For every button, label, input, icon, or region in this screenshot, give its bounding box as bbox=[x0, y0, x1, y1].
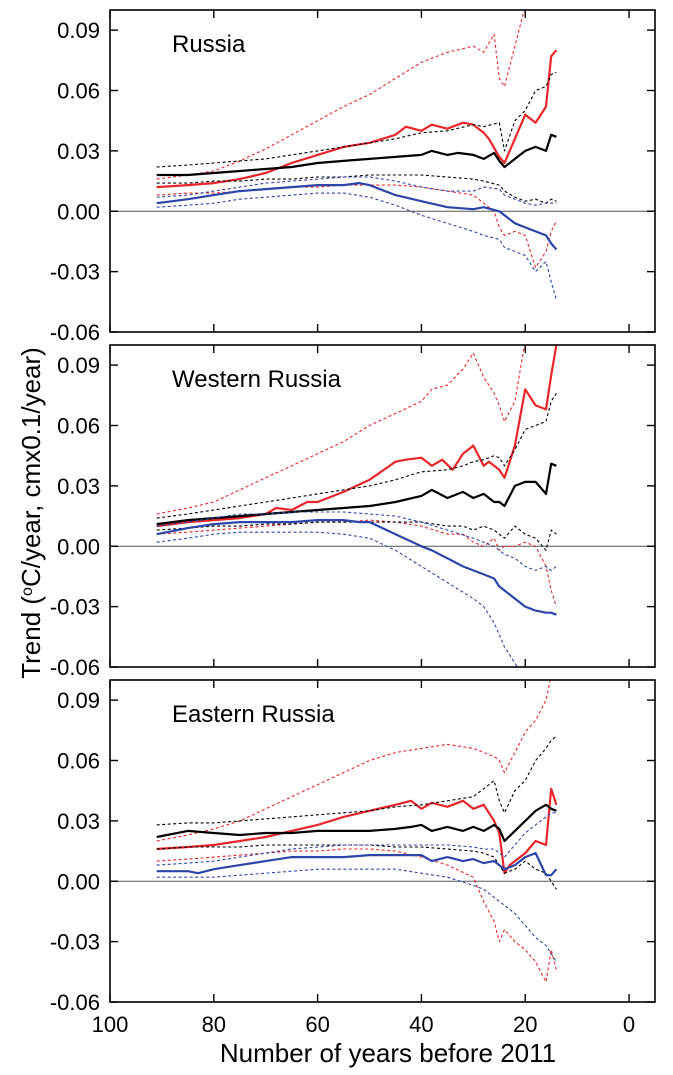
series-line-6-dashed bbox=[156, 844, 557, 890]
series-group bbox=[156, 345, 558, 667]
plot-frame bbox=[109, 9, 656, 333]
series-line-2-dashed bbox=[156, 680, 551, 842]
series-line-1-solid bbox=[156, 345, 558, 528]
panel-title: Eastern Russia bbox=[172, 701, 335, 728]
series-line-9-dashed bbox=[156, 531, 519, 667]
y-axis-title-suffix: C/year, cmx0.1/year) bbox=[16, 347, 46, 587]
series-line-4-solid bbox=[156, 803, 557, 843]
series-line-9-dashed bbox=[156, 192, 557, 300]
y-tick-label: -0.06 bbox=[50, 320, 100, 345]
x-tick-label: 60 bbox=[305, 1012, 329, 1037]
series-line-6-dashed bbox=[156, 521, 557, 551]
x-tick-label: 20 bbox=[513, 1012, 537, 1037]
series-group bbox=[156, 10, 558, 300]
series-line-3-dashed bbox=[156, 184, 557, 269]
x-axis-title: Number of years before 2011 bbox=[220, 1038, 556, 1068]
series-line-4-solid bbox=[156, 133, 557, 177]
y-tick-label: 0.03 bbox=[57, 809, 100, 834]
series-line-6-dashed bbox=[156, 174, 557, 204]
series-line-8-dashed bbox=[156, 511, 557, 571]
series-line-5-dashed bbox=[156, 393, 557, 519]
series-line-7-solid bbox=[156, 518, 557, 616]
y-tick-label: 0.09 bbox=[57, 688, 100, 713]
panel-1: 0.09 0.06 0.03 0.00 -0.03 -0.06 Russia bbox=[50, 9, 656, 345]
series-line-3-dashed bbox=[156, 519, 557, 607]
series-line-2-dashed bbox=[156, 10, 525, 180]
y-axis-title: Trend (oC/year, cmx0.1/year) bbox=[16, 347, 46, 679]
y-axis-title-prefix: Trend ( bbox=[16, 596, 46, 679]
y-tick-label: -0.06 bbox=[50, 990, 100, 1015]
x-tick-label: 80 bbox=[202, 1012, 226, 1037]
y-tick-label: -0.06 bbox=[50, 655, 100, 680]
series-line-1-solid bbox=[156, 49, 558, 189]
panel-title: Western Russia bbox=[172, 366, 342, 393]
series-line-4-solid bbox=[156, 462, 557, 526]
panels-group: 0.09 0.06 0.03 0.00 -0.03 -0.06 Russia 0.09 0.06… bbox=[50, 9, 656, 1015]
y-tick-label: -0.03 bbox=[50, 930, 100, 955]
x-tick-label: 0 bbox=[623, 1012, 635, 1037]
y-tick-label: 0.03 bbox=[57, 139, 100, 164]
series-line-8-dashed bbox=[156, 176, 557, 206]
series-line-5-dashed bbox=[156, 735, 557, 826]
y-tick-label: 0.06 bbox=[57, 749, 100, 774]
y-tick-label: 0.09 bbox=[57, 353, 100, 378]
x-axis-tick-labels: 100 80 60 40 20 0 bbox=[92, 1012, 636, 1037]
y-tick-label: 0.03 bbox=[57, 474, 100, 499]
series-group bbox=[156, 680, 558, 983]
y-tick-label: -0.03 bbox=[50, 595, 100, 620]
series-line-7-solid bbox=[156, 182, 558, 251]
y-axis-title-sup: o bbox=[19, 587, 36, 596]
panel-title: Russia bbox=[172, 31, 246, 58]
panel-3: 0.09 0.06 0.03 0.00 -0.03 -0.06 Eastern Russia bbox=[50, 679, 656, 1015]
y-tick-label: 0.09 bbox=[57, 18, 100, 43]
y-tick-label: 0.00 bbox=[57, 199, 100, 224]
y-tick-label: 0.00 bbox=[57, 534, 100, 559]
series-line-9-dashed bbox=[156, 868, 557, 963]
plot-frame bbox=[109, 679, 656, 1003]
x-tick-label: 100 bbox=[92, 1012, 129, 1037]
series-line-3-dashed bbox=[156, 848, 557, 983]
y-tick-label: -0.03 bbox=[50, 260, 100, 285]
series-line-1-solid bbox=[156, 787, 558, 875]
series-line-5-dashed bbox=[156, 71, 557, 168]
y-tick-label: 0.06 bbox=[57, 414, 100, 439]
series-line-8-dashed bbox=[156, 812, 557, 866]
plot-frame bbox=[109, 344, 656, 668]
x-tick-label: 40 bbox=[409, 1012, 433, 1037]
y-tick-label: 0.00 bbox=[57, 869, 100, 894]
series-line-7-solid bbox=[156, 851, 558, 877]
y-tick-label: 0.06 bbox=[57, 79, 100, 104]
panel-2: 0.09 0.06 0.03 0.00 -0.03 -0.06 Western Russia bbox=[50, 344, 656, 680]
